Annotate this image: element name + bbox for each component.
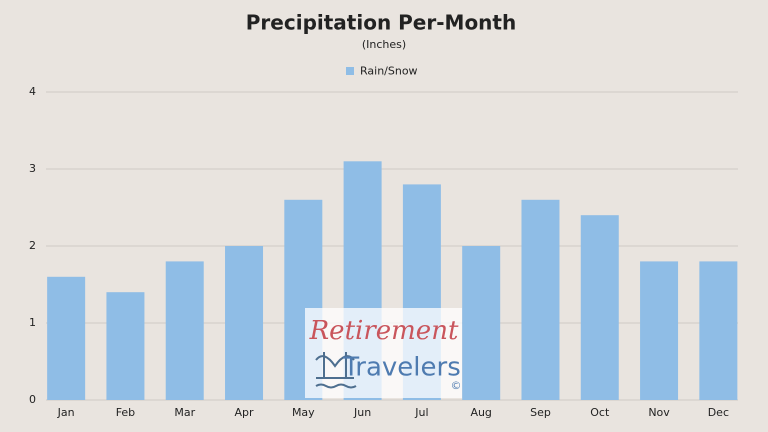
watermark-mark: © [451,379,462,392]
watermark-line2: Travelers [342,353,461,383]
watermark-icon [315,352,357,389]
bar [47,276,86,400]
bar [580,215,619,400]
x-tick-label: Oct [590,406,610,419]
y-tick-label: 2 [29,239,36,252]
y-tick-label: 4 [29,85,36,98]
bar [225,246,264,400]
bar [699,261,738,400]
bar [106,292,145,400]
x-tick-label: May [292,406,315,419]
x-tick-label: Jul [414,406,428,419]
chart-subtitle: (Inches) [362,38,406,51]
legend-swatch [346,67,354,75]
watermark: Retirement Travelers © [305,308,462,398]
bar [165,261,204,400]
y-tick-label: 0 [29,393,36,406]
bar [462,246,501,400]
x-tick-label: Jan [57,406,75,419]
legend-label: Rain/Snow [360,65,418,78]
x-tick-label: Aug [470,406,491,419]
y-tick-label: 3 [29,162,36,175]
bar [640,261,679,400]
x-tick-label: Jun [353,406,371,419]
y-tick-label: 1 [29,316,36,329]
x-tick-label: Sep [530,406,551,419]
x-tick-label: Nov [648,406,670,419]
watermark-line1: Retirement [309,316,459,346]
x-tick-label: Apr [235,406,255,419]
chart-title: Precipitation Per-Month [246,11,516,35]
x-tick-label: Feb [116,406,135,419]
x-tick-label: Mar [174,406,195,419]
bar [521,199,560,400]
x-tick-label: Dec [708,406,729,419]
watermark-box [305,308,462,398]
